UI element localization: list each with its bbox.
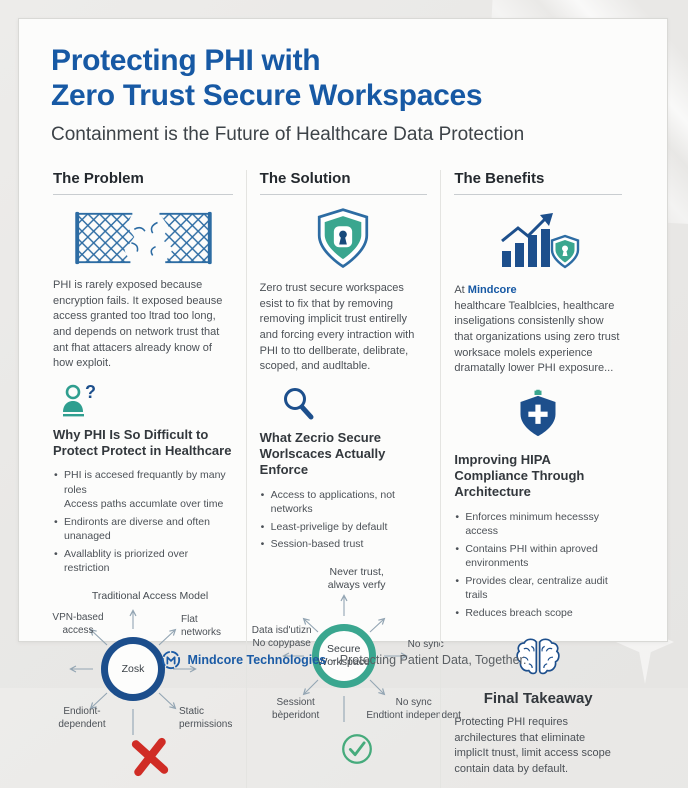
green-check-icon — [341, 733, 372, 764]
benefits-bullet-2: Contains PHI within aproved environments — [454, 542, 622, 571]
problem-bullet-1: PHI is accesed frequantly by many roles … — [53, 468, 233, 511]
benefits-intro-prefix: At — [454, 284, 468, 297]
benefits-bullet-3: Provides clear, centralize audit trails — [454, 574, 622, 603]
label-never-trust: Never trust, always verfy — [327, 565, 386, 591]
growth-chart-shield-icon — [501, 213, 580, 269]
benefits-intro-text: At Mindcore healthcare Tealblcies, healt… — [454, 283, 622, 377]
brain-icon — [516, 638, 560, 675]
page-title: Protecting PHI with Zero Trust Secure Wo… — [51, 43, 635, 113]
medical-shield-cross-icon — [520, 389, 556, 436]
page-subtitle: Containment is the Future of Healthcare … — [51, 124, 525, 146]
shield-keyhole-icon — [318, 208, 369, 269]
magnifier-icon — [283, 387, 314, 420]
problem-bullet-2: Endironts are diverse and often unanaged — [53, 515, 233, 544]
problem-bullet-3: Avallablity is priorized over restrictio… — [53, 547, 233, 576]
solution-bullet-3: Session-based trust — [260, 537, 428, 552]
problem-heading: The Problem — [53, 170, 233, 196]
solution-bullet-list: Access to applications, not networks Lea… — [260, 488, 428, 552]
benefits-bullet-1: Enforces minimum hecesssy access — [454, 510, 622, 539]
infographic-background: { "header": { "title_line1": "Protecting… — [0, 0, 688, 688]
header: Protecting PHI with Zero Trust Secure Wo… — [51, 35, 635, 146]
mindcore-logo-icon — [162, 650, 181, 670]
solution-diagram-center-label: Secure Workspace — [317, 643, 370, 668]
svg-text:?: ? — [85, 383, 96, 402]
column-benefits: The Benefits — [440, 170, 635, 788]
column-solution: The Solution Zero trust secure workspace… — [245, 170, 461, 788]
label-flat-networks: Flat networks — [181, 613, 222, 638]
label-vpn-based-access: VPN-based access — [52, 611, 104, 636]
infographic-card: Protecting PHI with Zero Trust Secure Wo… — [18, 18, 668, 788]
page-title-line2: Zero Trust Secure Workspaces — [51, 79, 483, 113]
final-takeaway-text: Protecting PHI requires archilectures th… — [454, 715, 611, 775]
traditional-access-diagram: Traditional Access Model — [52, 589, 247, 777]
benefits-heading: The Benefits — [454, 170, 622, 196]
benefits-bullet-list: Enforces minimum hecesssy access Contain… — [454, 510, 622, 621]
benefits-bullet-4: Reduces breach scope — [454, 606, 622, 621]
benefits-brand-mention: Mindcore — [467, 284, 517, 297]
solution-section-heading: What Zecrio Secure Worlscaces Actually E… — [259, 429, 386, 478]
final-takeaway-heading: Final Takeaway — [483, 689, 593, 707]
label-session-dependent: Sessiont bèperidont — [272, 696, 320, 721]
label-static-permissions: Static permissions — [179, 705, 233, 730]
footer: Mindcore Technologies - Protecting Patie… — [0, 650, 688, 670]
secure-workspace-circle: Secure Workspace — [311, 623, 376, 688]
traditional-access-diagram-title: Traditional Access Model — [91, 589, 209, 602]
solution-heading: The Solution — [259, 170, 428, 196]
person-question-icon: ? — [63, 383, 96, 417]
benefits-section-heading: Improving HIPA Compliance Through Archit… — [454, 451, 585, 500]
solution-bullet-2: Least-privelige by default — [260, 520, 428, 535]
label-data-isolation: Data isd'utizn No copypase — [251, 624, 312, 649]
problem-diagram-center-label: Zosk — [121, 662, 145, 675]
footer-tagline: - Protecting Patient Data, Together. — [332, 653, 527, 667]
broken-fence-icon — [75, 212, 212, 265]
footer-brand: Mindcore Technologies — [187, 653, 327, 667]
solution-bullet-1: Access to applications, not networks — [260, 488, 428, 517]
solution-intro-text: Zero trust secure workspaces esist to fi… — [259, 282, 415, 373]
problem-section-heading: Why PHI Is So Difficult to Protect Prote… — [53, 426, 232, 459]
red-x-icon — [131, 737, 169, 776]
problem-bullet-list: PHI is accesed frequantly by many roles … — [53, 468, 233, 575]
label-no-sync-right: No sync — [407, 638, 444, 650]
columns: The Problem PHI is rarely expos — [51, 170, 635, 788]
column-problem: The Problem PHI is rarely expos — [51, 170, 246, 788]
label-endpoint-dependent: Endiont- dependent — [58, 705, 106, 730]
benefits-intro-rest: healthcare Tealblcies, healthcare inseli… — [454, 299, 620, 375]
problem-intro-text: PHI is rarely exposed because encryption… — [53, 279, 223, 370]
page-title-line1: Protecting PHI with — [51, 44, 321, 77]
